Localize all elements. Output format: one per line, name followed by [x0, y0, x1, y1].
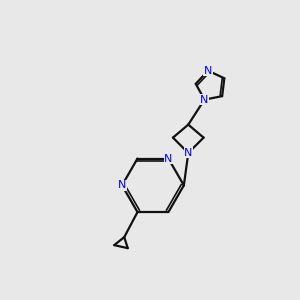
Text: N: N [204, 66, 212, 76]
Text: N: N [200, 94, 209, 105]
Text: N: N [184, 148, 193, 158]
Text: N: N [164, 154, 172, 164]
Text: N: N [118, 180, 126, 190]
